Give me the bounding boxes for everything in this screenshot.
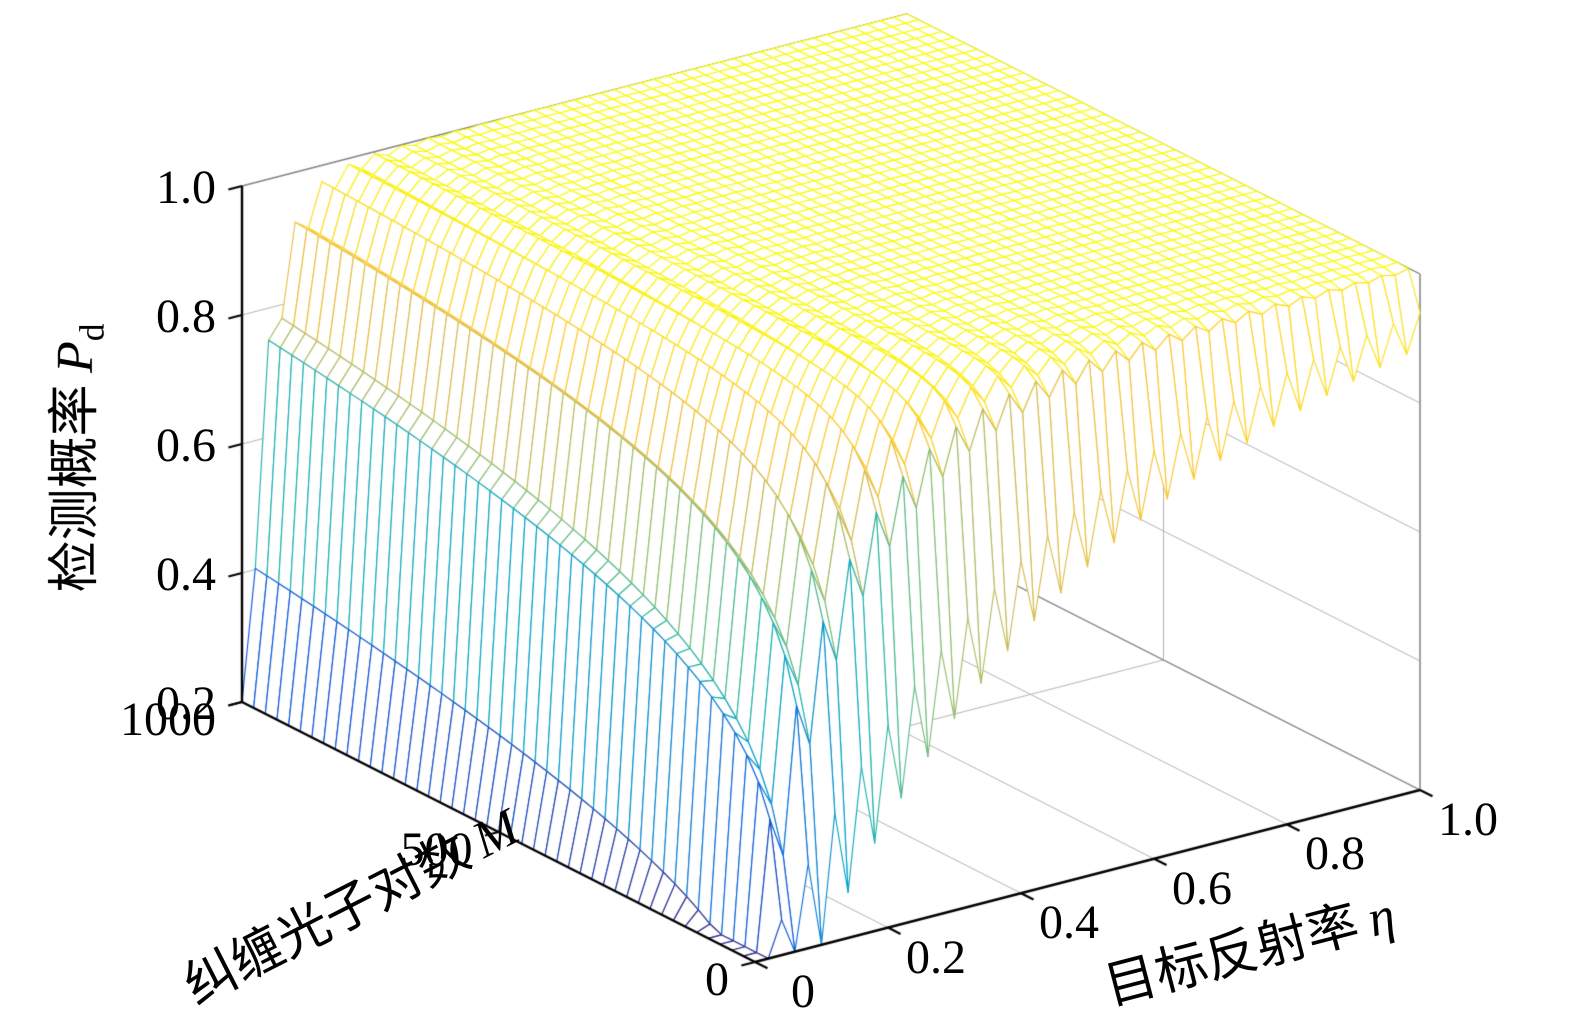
z-axis-label-symbol: P <box>47 341 105 373</box>
y-tick-label: 500 <box>400 823 473 876</box>
x-tick-label: 0.8 <box>1305 827 1365 881</box>
x-tick-label: 0 <box>791 965 815 1018</box>
y-tick-label: 1000 <box>120 693 216 746</box>
x-tick-label: 0.4 <box>1039 896 1099 950</box>
z-tick-label: 1.0 <box>156 161 216 214</box>
z-tick-label: 0.4 <box>156 548 216 601</box>
z-axis-label: 检测概率 Pd <box>47 323 112 593</box>
z-tick-label: 0.2 <box>156 677 216 730</box>
z-axis-label-text: 检测概率 <box>47 384 105 593</box>
x-tick-label: 1.0 <box>1438 793 1498 846</box>
x-tick-label: 0.2 <box>906 930 966 984</box>
z-axis-label-subscript: d <box>71 323 112 342</box>
y-tick-label: 0 <box>705 953 729 1006</box>
x-tick-label: 0.6 <box>1172 861 1232 915</box>
z-tick-label: 0.6 <box>156 419 216 472</box>
z-tick-label: 0.8 <box>156 290 216 343</box>
